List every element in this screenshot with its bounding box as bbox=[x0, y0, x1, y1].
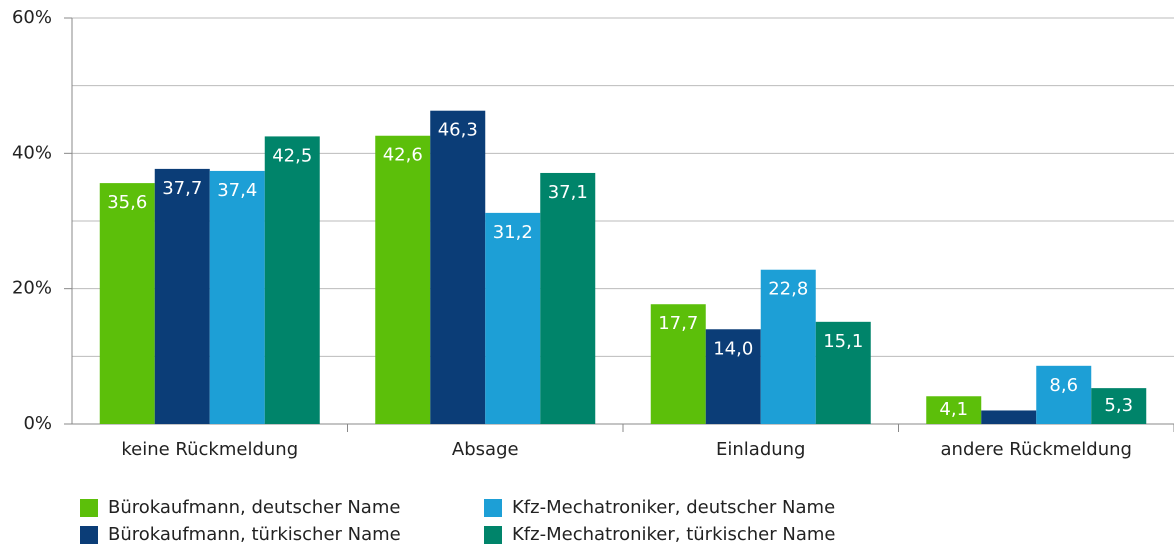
value-label: 42,6 bbox=[383, 145, 423, 166]
bar bbox=[375, 135, 431, 425]
value-label: 5,3 bbox=[1104, 395, 1133, 416]
bar bbox=[981, 410, 1037, 424]
value-label: 42,5 bbox=[272, 145, 312, 166]
bar bbox=[209, 170, 265, 424]
value-label: 22,8 bbox=[768, 279, 808, 300]
bar bbox=[430, 110, 486, 424]
legend-swatch bbox=[484, 499, 502, 517]
value-label: 4,1 bbox=[939, 399, 968, 420]
bar bbox=[154, 168, 210, 424]
legend-label: Bürokaufmann, türkischer Name bbox=[108, 524, 401, 545]
value-label: 46,3 bbox=[438, 120, 478, 141]
y-tick-label: 20% bbox=[12, 278, 52, 299]
x-tick-label: andere Rückmeldung bbox=[941, 439, 1132, 460]
bar bbox=[264, 136, 320, 424]
bar bbox=[1091, 388, 1147, 424]
value-label: 37,1 bbox=[548, 182, 588, 203]
bar bbox=[760, 269, 816, 424]
legend-swatch bbox=[80, 526, 98, 544]
bar bbox=[485, 212, 541, 424]
legend-label: Bürokaufmann, deutscher Name bbox=[108, 497, 400, 518]
legend-swatch bbox=[484, 526, 502, 544]
x-tick-label: Einladung bbox=[716, 439, 805, 460]
y-tick-label: 0% bbox=[23, 413, 52, 434]
value-label: 17,7 bbox=[658, 313, 698, 334]
value-label: 31,2 bbox=[493, 222, 533, 243]
y-tick-label: 60% bbox=[12, 7, 52, 28]
legend-label: Kfz-Mechatroniker, deutscher Name bbox=[512, 497, 835, 518]
legend-label: Kfz-Mechatroniker, türkischer Name bbox=[512, 524, 835, 545]
y-tick-label: 40% bbox=[12, 142, 52, 163]
value-label: 8,6 bbox=[1049, 375, 1078, 396]
bar bbox=[705, 329, 761, 424]
bar bbox=[815, 321, 871, 424]
bar bbox=[540, 172, 596, 424]
bar bbox=[99, 183, 155, 424]
legend-swatch bbox=[80, 499, 98, 517]
value-label: 35,6 bbox=[107, 192, 147, 213]
bar bbox=[650, 304, 706, 424]
value-label: 37,4 bbox=[217, 180, 257, 201]
x-tick-label: keine Rückmeldung bbox=[121, 439, 298, 460]
x-tick-label: Absage bbox=[452, 439, 519, 460]
bar bbox=[1036, 365, 1092, 424]
value-label: 14,0 bbox=[713, 338, 753, 359]
bar bbox=[926, 396, 982, 424]
value-label: 37,7 bbox=[162, 178, 202, 199]
value-label: 15,1 bbox=[823, 331, 863, 352]
